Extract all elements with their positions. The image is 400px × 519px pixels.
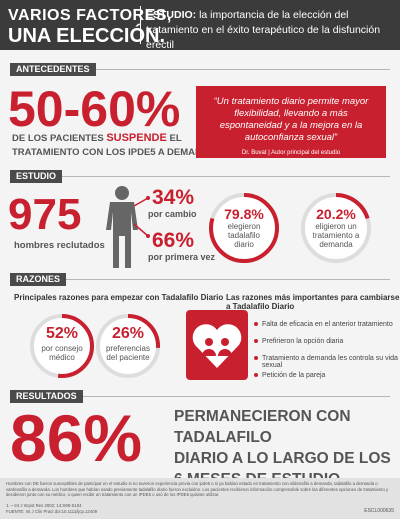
- stat: 26%: [111, 325, 145, 342]
- section-label: ANTECEDENTES: [10, 63, 96, 76]
- bullet: [254, 322, 258, 326]
- stat-label: preferencias del paciente: [105, 344, 151, 362]
- study-label: ESTUDIO:: [146, 9, 197, 21]
- section-label: RESULTADOS: [10, 390, 83, 403]
- heading: Principales razones para empezar con Tad…: [14, 293, 224, 302]
- reason: Petición de la pareja: [262, 372, 326, 379]
- title: UNA ELECCIÓN.: [8, 25, 166, 47]
- stat-text: TRATAMIENTO CON LOS IPDE5 A DEMANDA1: [12, 147, 219, 158]
- header-band: [0, 0, 400, 50]
- stat: 52%: [45, 325, 79, 342]
- big-stat: 86%: [10, 401, 143, 475]
- big-stat: 50-60%: [8, 81, 181, 137]
- stat: 34%: [152, 186, 195, 209]
- reason: Falta de eficacia en el anterior tratami…: [262, 321, 393, 328]
- title: VARIOS FACTORES,: [8, 7, 172, 24]
- stat: 79.8%: [224, 206, 264, 222]
- section-rule: [10, 176, 390, 177]
- bullet: [254, 356, 258, 360]
- text: TRATAMIENTO CON LOS IPDE5 A DEMANDA: [12, 147, 216, 159]
- quote: “Un tratamiento diario permite mayor fle…: [213, 96, 369, 143]
- stat-label: por cambio: [148, 209, 197, 219]
- big-stat: 975: [8, 190, 82, 239]
- stat-label: por consejo médico: [41, 344, 83, 362]
- person-icon: [106, 186, 150, 268]
- section-label: RAZONES: [10, 273, 67, 286]
- reason: Tratamiento a demanda les controla su vi…: [262, 355, 398, 369]
- section-rule: [10, 69, 390, 70]
- section-label: ESTUDIO: [10, 170, 63, 183]
- footer-ref: 1. – Int J Impot Res 2002; 14:S99-S104: [6, 503, 82, 508]
- section-rule: [10, 396, 390, 397]
- separator: [140, 6, 141, 44]
- study-title: ESTUDIO: la importancia de la elección d…: [146, 8, 396, 53]
- stat: 20.2%: [316, 206, 356, 222]
- text-line: DIARIO A LO LARGO DE LOS: [174, 450, 391, 467]
- stat-label: por primera vez: [148, 252, 216, 262]
- heading: Las razones más importantes para cambiar…: [226, 293, 400, 311]
- footer-code: ESCL000635: [364, 508, 394, 514]
- quote-author: Dr. Buvat | Autor principal del estudio: [241, 150, 341, 156]
- stat-label: hombres reclutados: [14, 240, 105, 251]
- bullet: [254, 373, 258, 377]
- section-rule: [10, 279, 390, 280]
- heart-icon: [186, 310, 248, 380]
- footer-source: FUENTE: Int J Clin Pract doi:10.1111/ijc…: [6, 509, 97, 514]
- text: EL: [169, 133, 182, 144]
- stat-label: eligieron un tratamiento a demanda: [312, 222, 360, 249]
- bullet: [254, 339, 258, 343]
- text-line: PERMANECIERON CON TADALAFILO: [174, 408, 351, 446]
- footer-notes: Hombres con DE fueron susceptibles de pa…: [6, 481, 389, 497]
- ring-pair: [209, 193, 371, 263]
- stat: 66%: [152, 229, 195, 252]
- highlight: SUSPENDE: [106, 132, 167, 144]
- stat-text: DE LOS PACIENTES SUSPENDE EL: [12, 132, 182, 144]
- ring-pair: [30, 314, 160, 378]
- footer: [0, 478, 400, 519]
- text: DE LOS PACIENTES: [12, 133, 104, 144]
- reason: Prefirieron la opción diaria: [262, 338, 344, 345]
- stat-label: elegieron tadalafilo diario: [227, 222, 261, 249]
- study-text: la importancia de la elección del tratam…: [146, 9, 381, 51]
- quote-box: “Un tratamiento diario permite mayor fle…: [196, 86, 386, 158]
